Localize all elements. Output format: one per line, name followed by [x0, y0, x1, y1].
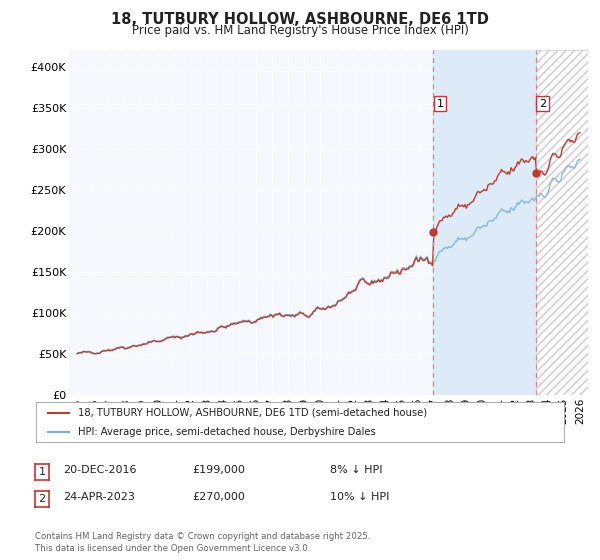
Text: 1: 1: [38, 467, 46, 477]
Text: 24-APR-2023: 24-APR-2023: [63, 492, 135, 502]
Text: 20-DEC-2016: 20-DEC-2016: [63, 465, 137, 475]
Bar: [536, 50, 588, 395]
Text: HPI: Average price, semi-detached house, Derbyshire Dales: HPI: Average price, semi-detached house,…: [78, 427, 376, 437]
Text: 18, TUTBURY HOLLOW, ASHBOURNE, DE6 1TD (semi-detached house): 18, TUTBURY HOLLOW, ASHBOURNE, DE6 1TD (…: [78, 408, 427, 418]
Text: 18, TUTBURY HOLLOW, ASHBOURNE, DE6 1TD: 18, TUTBURY HOLLOW, ASHBOURNE, DE6 1TD: [111, 12, 489, 27]
Text: 2: 2: [38, 494, 46, 504]
Text: £199,000: £199,000: [192, 465, 245, 475]
Text: £270,000: £270,000: [192, 492, 245, 502]
Text: 8% ↓ HPI: 8% ↓ HPI: [330, 465, 383, 475]
Text: 10% ↓ HPI: 10% ↓ HPI: [330, 492, 389, 502]
Text: 2: 2: [539, 99, 547, 109]
Text: Price paid vs. HM Land Registry's House Price Index (HPI): Price paid vs. HM Land Registry's House …: [131, 24, 469, 37]
Bar: [536, 50, 588, 395]
Text: 1: 1: [436, 99, 443, 109]
Text: Contains HM Land Registry data © Crown copyright and database right 2025.
This d: Contains HM Land Registry data © Crown c…: [35, 532, 370, 553]
Bar: [433, 50, 536, 395]
